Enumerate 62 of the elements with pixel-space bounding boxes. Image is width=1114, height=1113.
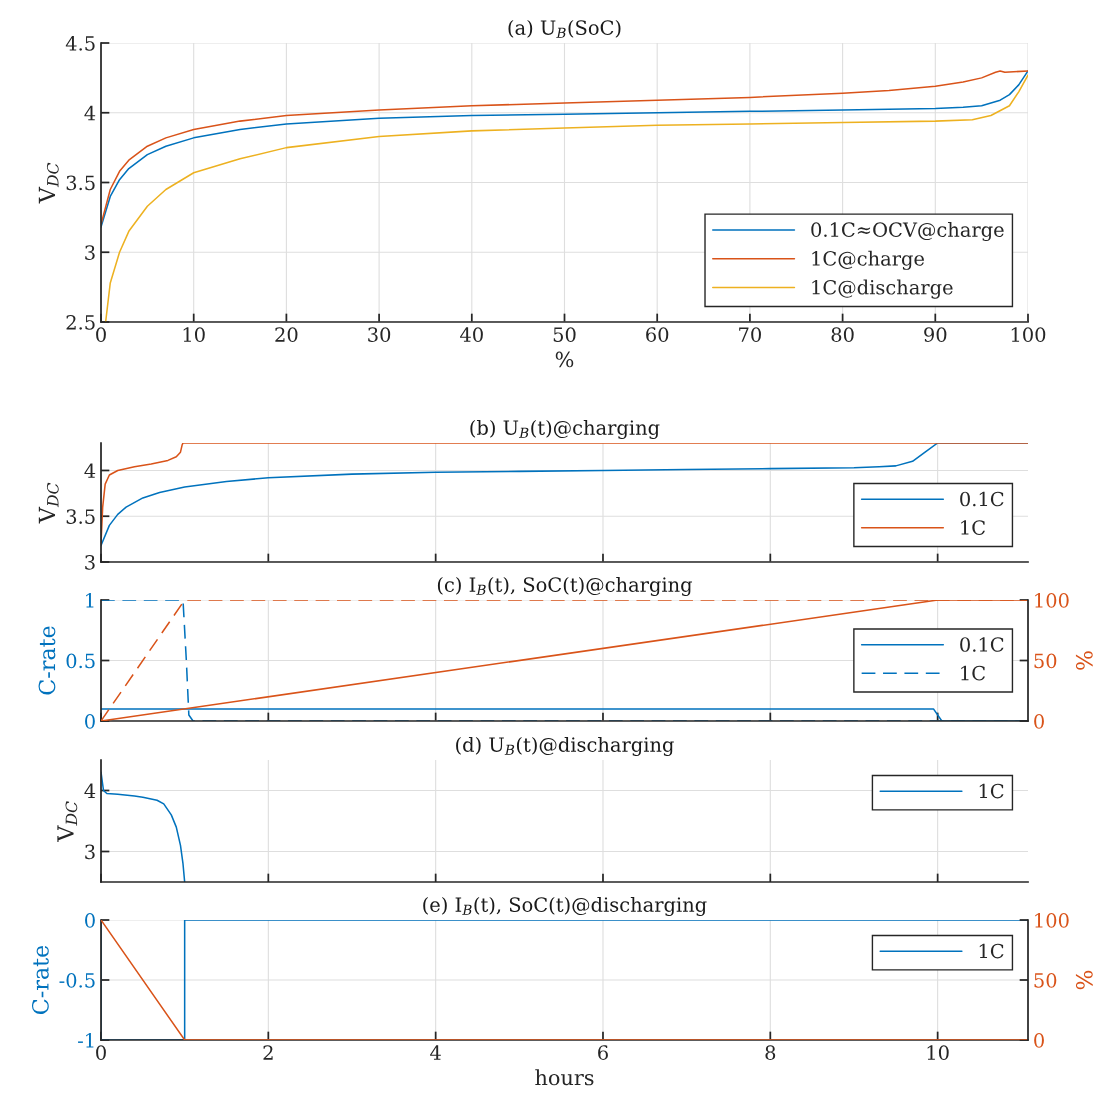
x-tick-label: 10 <box>927 1045 949 1060</box>
x-tick-label: 20 <box>275 327 298 342</box>
x-tick-label: 40 <box>460 327 483 342</box>
y-tick-label: 4 <box>84 105 96 121</box>
y-tick-label: 0.5 <box>66 653 95 669</box>
y2-tick-label: 100 <box>1035 592 1069 608</box>
chart-title: (e) I$_{B}$(t), SoC(t)@discharging <box>423 896 707 916</box>
x-tick-label: 4 <box>430 1045 441 1060</box>
x-tick-label: 2 <box>263 1045 273 1060</box>
y2-tick-label: 0 <box>1034 1032 1044 1048</box>
y-axis-title: V$_{DC}$ <box>57 801 78 842</box>
x-tick-label: 6 <box>598 1045 608 1060</box>
y-tick-label: 3 <box>85 245 95 260</box>
legend-label: 0.1C≈OCV@charge <box>811 221 1004 242</box>
y-tick-label: 1 <box>86 592 94 608</box>
y-tick-label: 4 <box>84 463 96 478</box>
y-tick-label: -1 <box>78 1032 94 1048</box>
y2-tick-label: 50 <box>1034 972 1057 988</box>
y-tick-label: 3.5 <box>66 175 95 191</box>
y-tick-label: 3 <box>85 844 95 860</box>
y-axis-title: C-rate <box>38 626 56 695</box>
legend-label: 1C <box>979 783 1004 799</box>
chart-title: (d) U$_{B}$(t)@discharging <box>456 736 674 756</box>
legend-label: 1C@discharge <box>812 279 953 299</box>
y-tick-label: 4 <box>84 783 96 798</box>
x-tick-label: 30 <box>368 327 391 342</box>
y-axis-title: V$_{DC}$ <box>38 482 59 524</box>
x-tick-label: 8 <box>765 1045 776 1060</box>
legend-label: 0.1C <box>960 491 1004 507</box>
y-tick-label: 3 <box>85 554 95 570</box>
x-tick-label: 50 <box>553 327 576 342</box>
y2-tick-label: 0 <box>1034 713 1044 729</box>
y-tick-label: -0.5 <box>59 972 95 988</box>
x-tick-label: 0 <box>96 327 106 342</box>
y2-tick-label: 100 <box>1035 912 1069 928</box>
legend-label: 0.1C <box>960 637 1004 652</box>
legend-label: 1C <box>961 520 985 535</box>
y2-tick-label: 50 <box>1034 653 1057 669</box>
y-tick-label: 0 <box>85 713 95 729</box>
x-tick-label: 70 <box>739 327 761 342</box>
x-axis-title: hours <box>535 1069 594 1086</box>
x-axis-title: % <box>555 351 574 368</box>
chart-title: (a) U$_{B}$(SoC) <box>508 19 621 38</box>
y-tick-label: 4.5 <box>65 35 95 51</box>
chart-title: (b) U$_{B}$(t)@charging <box>470 419 660 439</box>
y-axis-title: C-rate <box>31 945 49 1014</box>
legend-label: 1C@charge <box>812 250 924 270</box>
legend-label: 1C <box>979 943 1004 959</box>
x-tick-label: 80 <box>831 327 854 342</box>
x-tick-label: 100 <box>1011 327 1046 342</box>
y-tick-label: 0 <box>85 912 95 928</box>
y-axis-title: V$_{DC}$ <box>38 162 59 204</box>
y-tick-label: 3.5 <box>66 509 95 524</box>
x-tick-label: 0 <box>96 1045 106 1060</box>
x-tick-label: 60 <box>646 327 669 342</box>
x-tick-label: 10 <box>183 327 205 342</box>
y2-axis-title: % <box>1075 651 1093 670</box>
y-tick-label: 2.5 <box>66 314 95 330</box>
y2-axis-title: % <box>1075 970 1093 990</box>
legend-label: 1C <box>961 665 985 681</box>
chart-title: (c) I$_{B}$(t), SoC(t)@charging <box>437 576 693 596</box>
x-tick-label: 90 <box>924 327 947 342</box>
